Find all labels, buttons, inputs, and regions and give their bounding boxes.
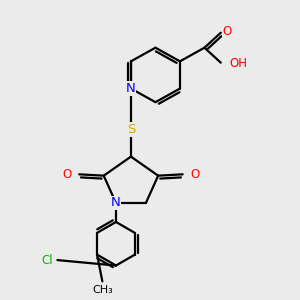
Text: O: O <box>62 168 72 181</box>
Text: Cl: Cl <box>42 254 53 267</box>
Text: N: N <box>126 82 136 95</box>
Text: N: N <box>111 196 121 209</box>
Text: S: S <box>127 123 135 136</box>
Text: O: O <box>190 168 200 181</box>
Text: O: O <box>222 25 231 38</box>
Text: OH: OH <box>230 57 247 70</box>
Text: CH₃: CH₃ <box>92 285 113 295</box>
